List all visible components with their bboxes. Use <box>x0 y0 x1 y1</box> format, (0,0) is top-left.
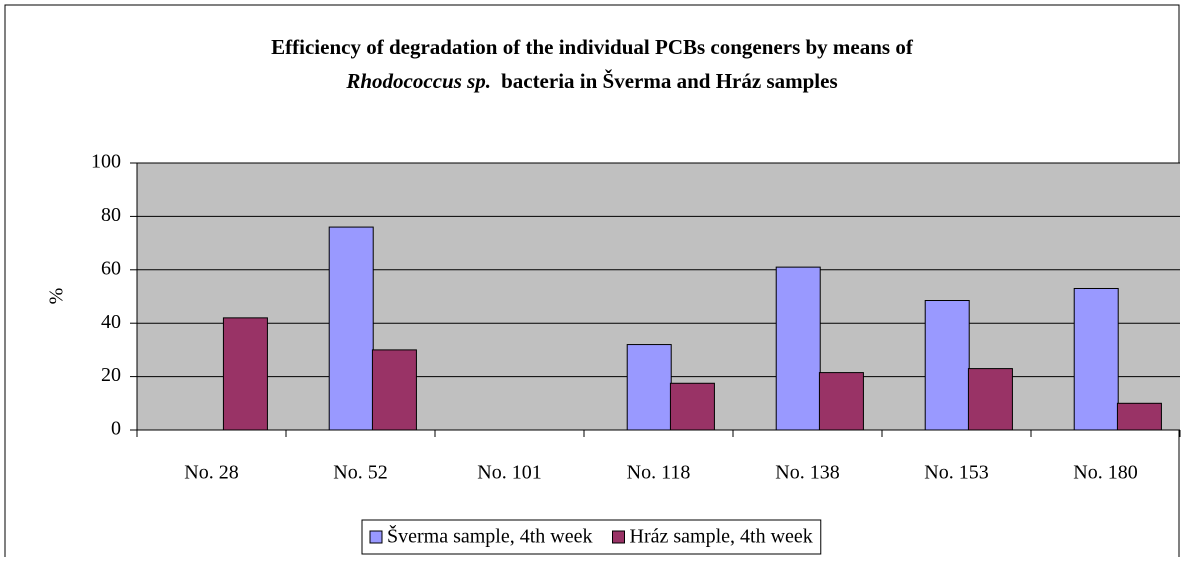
chart-title-italic: Rhodococcus sp. <box>345 69 491 93</box>
legend-swatch <box>369 530 383 544</box>
y-axis-label: % <box>46 288 68 305</box>
x-tick-label: No. 153 <box>924 462 988 484</box>
legend: Šverma sample, 4th week Hráz sample, 4th … <box>361 519 822 555</box>
x-tick-label: No. 118 <box>627 462 691 484</box>
x-tick-label: No. 28 <box>184 462 238 484</box>
x-tick-label: No. 101 <box>477 462 541 484</box>
legend-swatch <box>612 530 625 544</box>
bar <box>328 226 374 431</box>
x-tick-label: No. 138 <box>775 462 839 484</box>
y-tick-label: 0 <box>111 418 121 440</box>
chart-title-rest: bacteria in Šverma and Hráz samples <box>501 69 838 93</box>
y-tick-label: 100 <box>91 151 121 173</box>
bar <box>924 300 970 431</box>
bar <box>818 372 864 431</box>
legend-label: Šverma sample, 4th week <box>387 524 593 548</box>
chart-title: Efficiency of degradation of the individ… <box>271 35 914 59</box>
bar <box>626 344 672 431</box>
bar <box>967 368 1013 431</box>
legend-label: Hráz sample, 4th week <box>630 526 813 548</box>
bar <box>222 317 268 431</box>
chart-title: Rhodococcus sp. bacteria in Šverma and Hr… <box>345 69 837 93</box>
x-tick-label: No. 52 <box>333 462 387 484</box>
bar <box>1116 402 1162 431</box>
bar <box>775 266 821 431</box>
legend-box <box>361 519 822 555</box>
y-tick-label: 80 <box>101 204 121 226</box>
x-tick-label: No. 180 <box>1073 462 1137 484</box>
bar <box>669 382 715 431</box>
y-tick-label: 20 <box>101 364 121 386</box>
y-tick-label: 40 <box>101 311 121 333</box>
bar <box>371 349 417 431</box>
y-tick-label: 60 <box>101 257 121 279</box>
bar <box>1073 287 1119 431</box>
